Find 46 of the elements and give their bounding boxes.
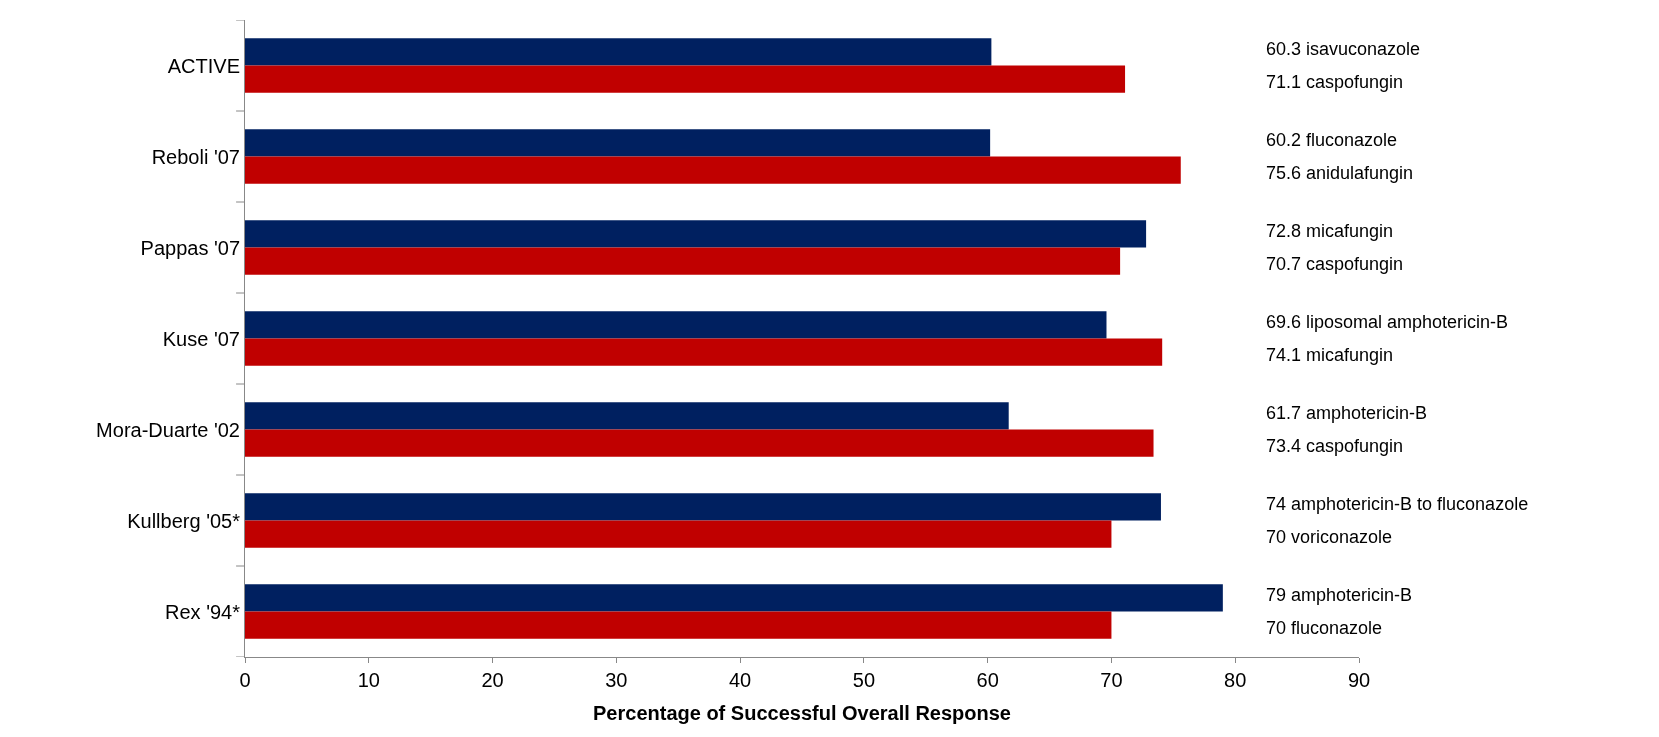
y-tick-label: ACTIVE — [167, 54, 240, 77]
annotation: 71.1 caspofungin — [1266, 72, 1404, 92]
bar — [245, 429, 1154, 457]
annotation: 70 voriconazole — [1266, 527, 1393, 547]
annotation: 70 fluconazole — [1266, 618, 1383, 638]
x-tick-label: 0 — [239, 669, 251, 691]
bar — [245, 584, 1223, 612]
y-tick-label: Mora-Duarte '02 — [96, 418, 240, 441]
bar — [245, 311, 1107, 339]
x-tick-label: 20 — [481, 669, 504, 691]
x-tick-label: 50 — [852, 669, 876, 691]
annotation: 61.7 amphotericin-B — [1266, 403, 1428, 423]
bar — [245, 65, 1126, 93]
annotation: 69.6 liposomal amphotericin-B — [1266, 312, 1509, 332]
x-tick-label: 10 — [357, 669, 380, 691]
annotation: 75.6 anidulafungin — [1266, 163, 1414, 183]
annotation: 60.3 isavuconazole — [1266, 39, 1421, 59]
y-tick-label: Kullberg '05* — [127, 509, 241, 532]
x-tick-label: 80 — [1224, 669, 1247, 691]
bar — [245, 247, 1121, 275]
x-tick-label: 90 — [1347, 669, 1371, 691]
x-tick-label: 40 — [728, 669, 752, 691]
bar — [245, 338, 1163, 366]
bar — [245, 520, 1112, 548]
bar — [245, 611, 1112, 639]
annotation: 74.1 micafungin — [1266, 345, 1394, 365]
y-tick-label: Kuse '07 — [162, 327, 240, 350]
y-tick-label: Rex '94* — [165, 600, 241, 623]
x-axis-title: Percentage of Successful Overall Response — [593, 701, 1011, 724]
annotation: 74 amphotericin-B to fluconazole — [1266, 494, 1529, 514]
annotation: 70.7 caspofungin — [1266, 254, 1404, 274]
x-tick-label: 30 — [605, 669, 628, 691]
x-tick-label: 60 — [976, 669, 999, 691]
y-tick-label: Pappas '07 — [140, 236, 240, 259]
x-tick-label: 70 — [1100, 669, 1123, 691]
bar — [245, 220, 1147, 248]
annotation: 79 amphotericin-B — [1266, 585, 1413, 605]
annotation: 72.8 micafungin — [1266, 221, 1394, 241]
bar — [245, 402, 1009, 430]
annotation: 60.2 fluconazole — [1266, 130, 1398, 150]
y-tick-label: Reboli '07 — [151, 145, 240, 168]
bar — [245, 38, 992, 66]
annotation: 73.4 caspofungin — [1266, 436, 1404, 456]
bar — [245, 493, 1161, 521]
bar — [245, 156, 1181, 184]
bar — [245, 129, 991, 157]
